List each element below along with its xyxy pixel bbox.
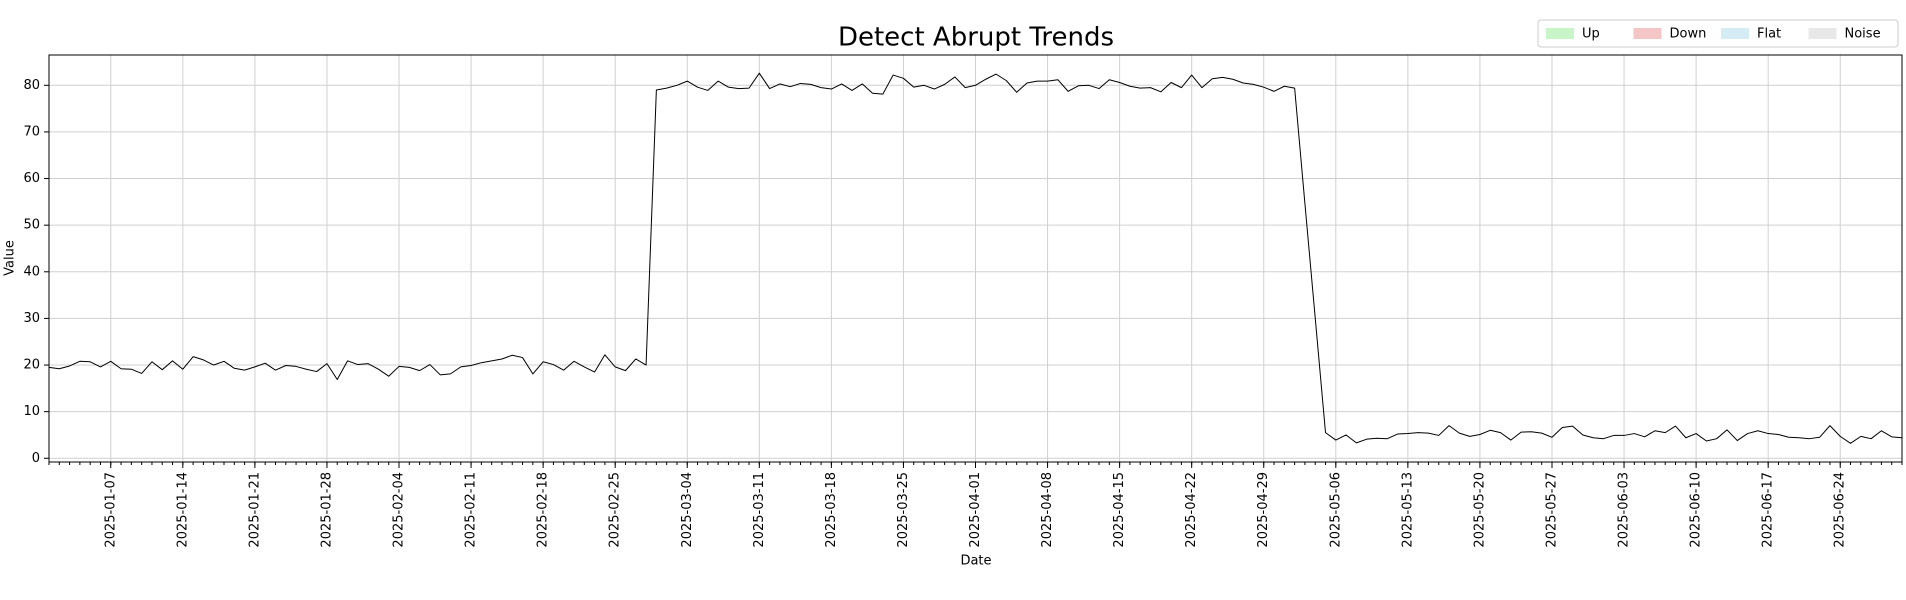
x-tick-label: 2025-04-15 bbox=[1112, 472, 1127, 548]
y-tick-label: 60 bbox=[23, 171, 40, 186]
legend-box bbox=[1537, 19, 1899, 48]
y-tick-label: 40 bbox=[23, 264, 40, 279]
y-axis-label: Value bbox=[3, 240, 18, 276]
chart-title: Detect Abrupt Trends bbox=[838, 23, 1114, 53]
y-tick-label: 10 bbox=[23, 404, 40, 419]
legend-label: Noise bbox=[1845, 27, 1881, 42]
x-tick-label: 2025-03-04 bbox=[680, 472, 695, 548]
x-tick-label: 2025-06-24 bbox=[1833, 472, 1848, 548]
x-tick-label: 2025-05-06 bbox=[1328, 472, 1343, 548]
x-tick-label: 2025-02-18 bbox=[536, 472, 551, 548]
x-tick-label: 2025-06-03 bbox=[1617, 472, 1632, 548]
legend: Up Down Flat Noise bbox=[1537, 19, 1899, 48]
y-tick-label: 70 bbox=[23, 124, 40, 139]
x-tick-label: 2025-06-17 bbox=[1761, 472, 1776, 548]
x-tick-label: 2025-01-07 bbox=[103, 472, 118, 548]
y-tick-label: 30 bbox=[23, 311, 40, 326]
y-tick-label: 0 bbox=[32, 451, 40, 466]
x-tick-label: 2025-05-13 bbox=[1400, 472, 1415, 548]
x-tick-label: 2025-01-21 bbox=[247, 472, 262, 548]
y-tick-label: 20 bbox=[23, 358, 40, 373]
data-line bbox=[48, 72, 1903, 444]
x-tick-label: 2025-04-29 bbox=[1256, 472, 1271, 548]
x-tick-label: 2025-04-22 bbox=[1184, 472, 1199, 548]
x-tick-label: 2025-06-10 bbox=[1689, 472, 1704, 548]
x-tick-label: 2025-02-25 bbox=[608, 472, 623, 548]
x-tick-label: 2025-02-04 bbox=[392, 472, 407, 548]
y-tick-label: 80 bbox=[23, 78, 40, 93]
x-tick-label: 2025-03-11 bbox=[752, 472, 767, 548]
x-tick-label: 2025-01-14 bbox=[175, 472, 190, 548]
legend-swatch bbox=[1546, 28, 1574, 39]
y-tick-label: 50 bbox=[23, 218, 40, 233]
x-tick-label: 2025-03-25 bbox=[896, 472, 911, 548]
x-tick-label: 2025-01-28 bbox=[319, 472, 334, 548]
legend-label: Flat bbox=[1757, 27, 1781, 42]
legend-swatch bbox=[1721, 28, 1749, 39]
legend-label: Up bbox=[1582, 27, 1600, 42]
legend-swatch bbox=[1808, 28, 1837, 39]
x-axis-label: Date bbox=[960, 554, 991, 569]
x-tick-label: 2025-04-01 bbox=[968, 472, 983, 548]
legend-swatch bbox=[1633, 28, 1662, 39]
x-tick-label: 2025-02-11 bbox=[464, 472, 479, 548]
x-tick-label: 2025-05-20 bbox=[1472, 472, 1487, 548]
x-tick-label: 2025-05-27 bbox=[1544, 472, 1559, 548]
x-tick-label: 2025-03-18 bbox=[824, 472, 839, 548]
legend-label: Down bbox=[1670, 27, 1707, 42]
plot-frame bbox=[48, 54, 1903, 463]
x-tick-label: 2025-04-08 bbox=[1040, 472, 1055, 548]
